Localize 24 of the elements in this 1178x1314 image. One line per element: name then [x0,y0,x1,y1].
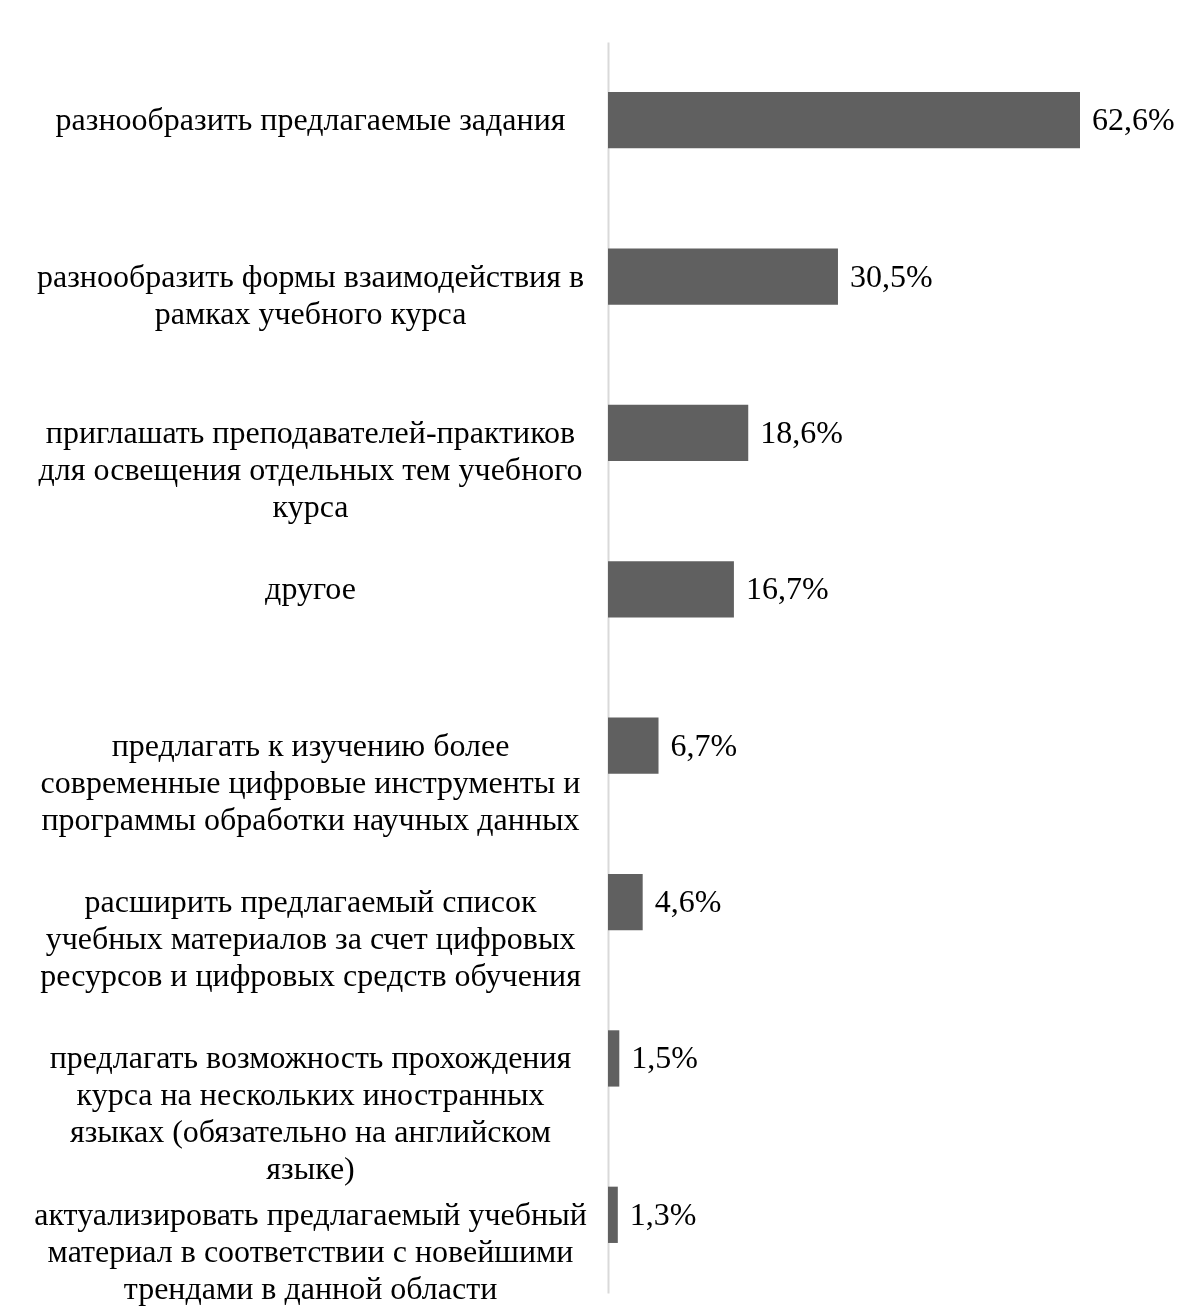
y-tick-label: другое [265,570,356,607]
data-label: 62,6% [1092,101,1175,138]
y-tick-label: предлагать к изучению более современные цифровые инструменты и программы обработки научных данных [40,726,581,837]
y-tick-label: разнообразить формы взаимодействия в рамках учебного курса [36,257,585,331]
data-label: 30,5% [849,257,933,294]
y-tick-label: актуализировать предлагаемый учебный материал в соответствии с новейшими трендами в данной области [34,1195,587,1306]
data-label: 4,6% [654,883,722,920]
bar [608,248,838,305]
bar [608,873,643,931]
data-label: 6,7% [670,726,738,763]
y-tick-label: приглашать преподавателей-практиков для освещения отдельных тем учебного курса [38,413,583,524]
data-label: 16,7% [745,570,829,607]
y-tick-label: расширить предлагаемый список учебных материалов за счет цифровых ресурсов и цифровых средств обучения [40,883,582,994]
bar [608,1030,620,1087]
data-label: 1,3% [629,1195,697,1232]
bar [608,404,749,462]
bar [608,717,659,774]
bar [608,92,1080,149]
data-label: 18,6% [760,413,843,450]
y-tick-label: разнообразить предлагаемые задания [55,101,566,138]
data-label: 1,5% [631,1039,698,1076]
bar [608,561,734,618]
y-tick-label: предлагать возможность прохождения курса на нескольких иностранных языках (обязательно на английском языке) [49,1039,572,1187]
bar [608,1186,618,1243]
